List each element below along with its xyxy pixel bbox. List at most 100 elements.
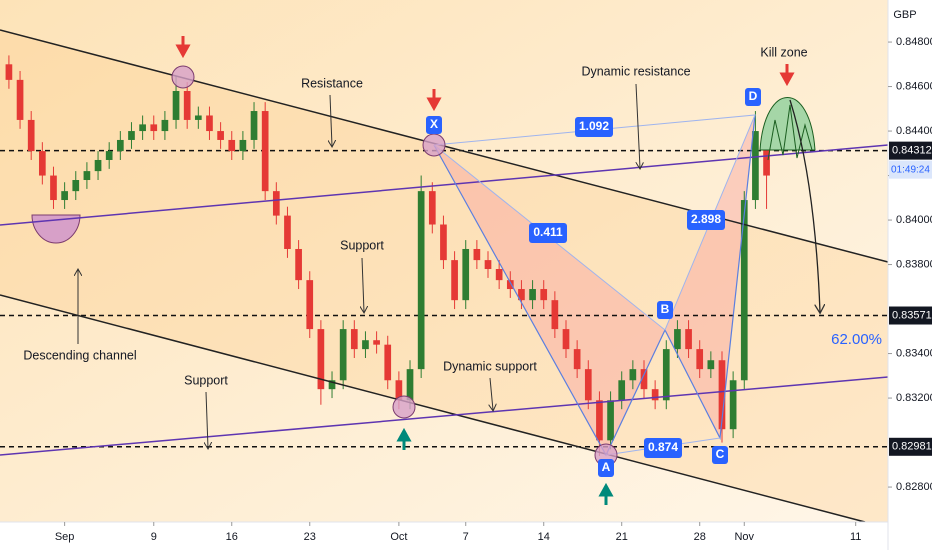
candle-body — [328, 380, 336, 390]
label-box — [426, 116, 442, 134]
price-badge — [889, 141, 932, 160]
y-tick-label: 0.84000 — [896, 214, 932, 226]
candle-body — [607, 400, 614, 441]
x-tick-label: Oct — [390, 531, 407, 543]
label-box — [598, 459, 614, 477]
y-tick-label: 0.84600 — [896, 80, 932, 92]
candle-body — [484, 260, 492, 270]
pattern-bcd — [665, 115, 755, 438]
candle-body — [540, 289, 548, 301]
candle-body — [696, 349, 704, 370]
candle-body — [350, 329, 358, 350]
candle-body — [105, 151, 113, 160]
candle-body — [596, 400, 603, 441]
candle-body — [306, 280, 314, 330]
candle-body — [183, 91, 191, 120]
pattern-point: B — [661, 302, 670, 316]
x-tick-label: 14 — [538, 531, 550, 543]
price-badge — [889, 306, 932, 325]
bottom-marker — [31, 214, 81, 244]
candle-body — [685, 329, 692, 350]
countdown: 01:49:24 — [891, 164, 930, 175]
pointer — [635, 83, 640, 168]
candle-body — [417, 191, 425, 370]
candle-body — [139, 124, 146, 132]
dynamic-support-line — [0, 376, 889, 456]
candle-body — [529, 289, 536, 301]
x-tick-label: 16 — [226, 531, 238, 543]
candle-body — [551, 300, 559, 330]
pointer — [362, 257, 364, 312]
candle-body — [763, 131, 770, 176]
candle-body — [228, 139, 236, 152]
annotation: Support — [340, 238, 384, 252]
candle-body — [740, 200, 748, 381]
ratio: 0.411 — [533, 225, 563, 239]
y-tick-label: 0.83200 — [896, 392, 932, 404]
candle-body — [362, 340, 369, 350]
label-box — [712, 446, 728, 464]
candle-body — [239, 139, 247, 152]
channel-lower — [0, 294, 866, 523]
price-badge-label: 0.83571 — [892, 309, 932, 321]
pattern-xab — [434, 145, 665, 455]
x-tick-label: Sep — [55, 531, 75, 543]
candle-body — [317, 329, 325, 390]
pointer — [490, 377, 493, 410]
candle-body — [206, 115, 213, 132]
candle-body — [261, 111, 269, 192]
annotation: Dynamic resistance — [581, 64, 690, 78]
annotation: Resistance — [301, 76, 363, 90]
ratio: 0.874 — [648, 440, 678, 454]
y-tick-label: 0.83400 — [896, 347, 932, 359]
candle-body — [172, 91, 180, 120]
price-badge-label: 0.82981 — [892, 441, 932, 453]
label-box — [657, 301, 673, 319]
axis-labels: 0.848000.846000.844000.842000.840000.838… — [55, 36, 932, 543]
currency: GBP — [893, 9, 916, 21]
x-tick-label: 23 — [304, 531, 316, 543]
drawings-back — [31, 115, 755, 455]
up-arrow — [396, 427, 412, 450]
candle-body — [61, 191, 68, 201]
candle-body — [194, 115, 202, 120]
down-arrow — [426, 89, 442, 112]
kill-zone-path — [767, 104, 813, 161]
ratio-box — [687, 210, 725, 230]
candle-body — [752, 131, 759, 201]
projection-arrow — [789, 99, 820, 312]
pivot-circle — [392, 395, 416, 419]
price-axis — [888, 0, 932, 550]
y-tick-label: 0.84800 — [896, 36, 932, 48]
candle-body — [373, 340, 380, 345]
down-arrow — [779, 64, 795, 87]
label-box — [745, 88, 761, 106]
countdown-badge — [889, 160, 932, 179]
price-badge-label: 0.84312 — [892, 145, 932, 157]
candle-body — [462, 248, 470, 301]
candle-body — [5, 64, 13, 80]
candle-body — [718, 360, 726, 430]
candle-body — [440, 224, 447, 261]
candle-body — [707, 360, 715, 370]
candles — [5, 55, 770, 456]
candle-body — [428, 191, 436, 225]
down-arrow — [175, 36, 191, 59]
candle-body — [662, 349, 670, 401]
x-tick-label: 7 — [463, 531, 469, 543]
x-tick-label: 9 — [151, 531, 157, 543]
y-tick-label: 0.82800 — [896, 481, 932, 493]
dynamic-resistance-line — [0, 144, 889, 226]
candle-body — [116, 139, 124, 152]
candle-body — [495, 269, 503, 281]
ratio: 2.898 — [691, 212, 721, 226]
plot-background — [0, 0, 888, 522]
candle-body — [640, 369, 648, 390]
candle-body — [38, 151, 46, 176]
candle-body — [27, 119, 35, 152]
candle-body — [72, 180, 80, 192]
candle-body — [94, 159, 102, 172]
candle-body — [83, 171, 91, 181]
candle-body — [50, 175, 57, 201]
